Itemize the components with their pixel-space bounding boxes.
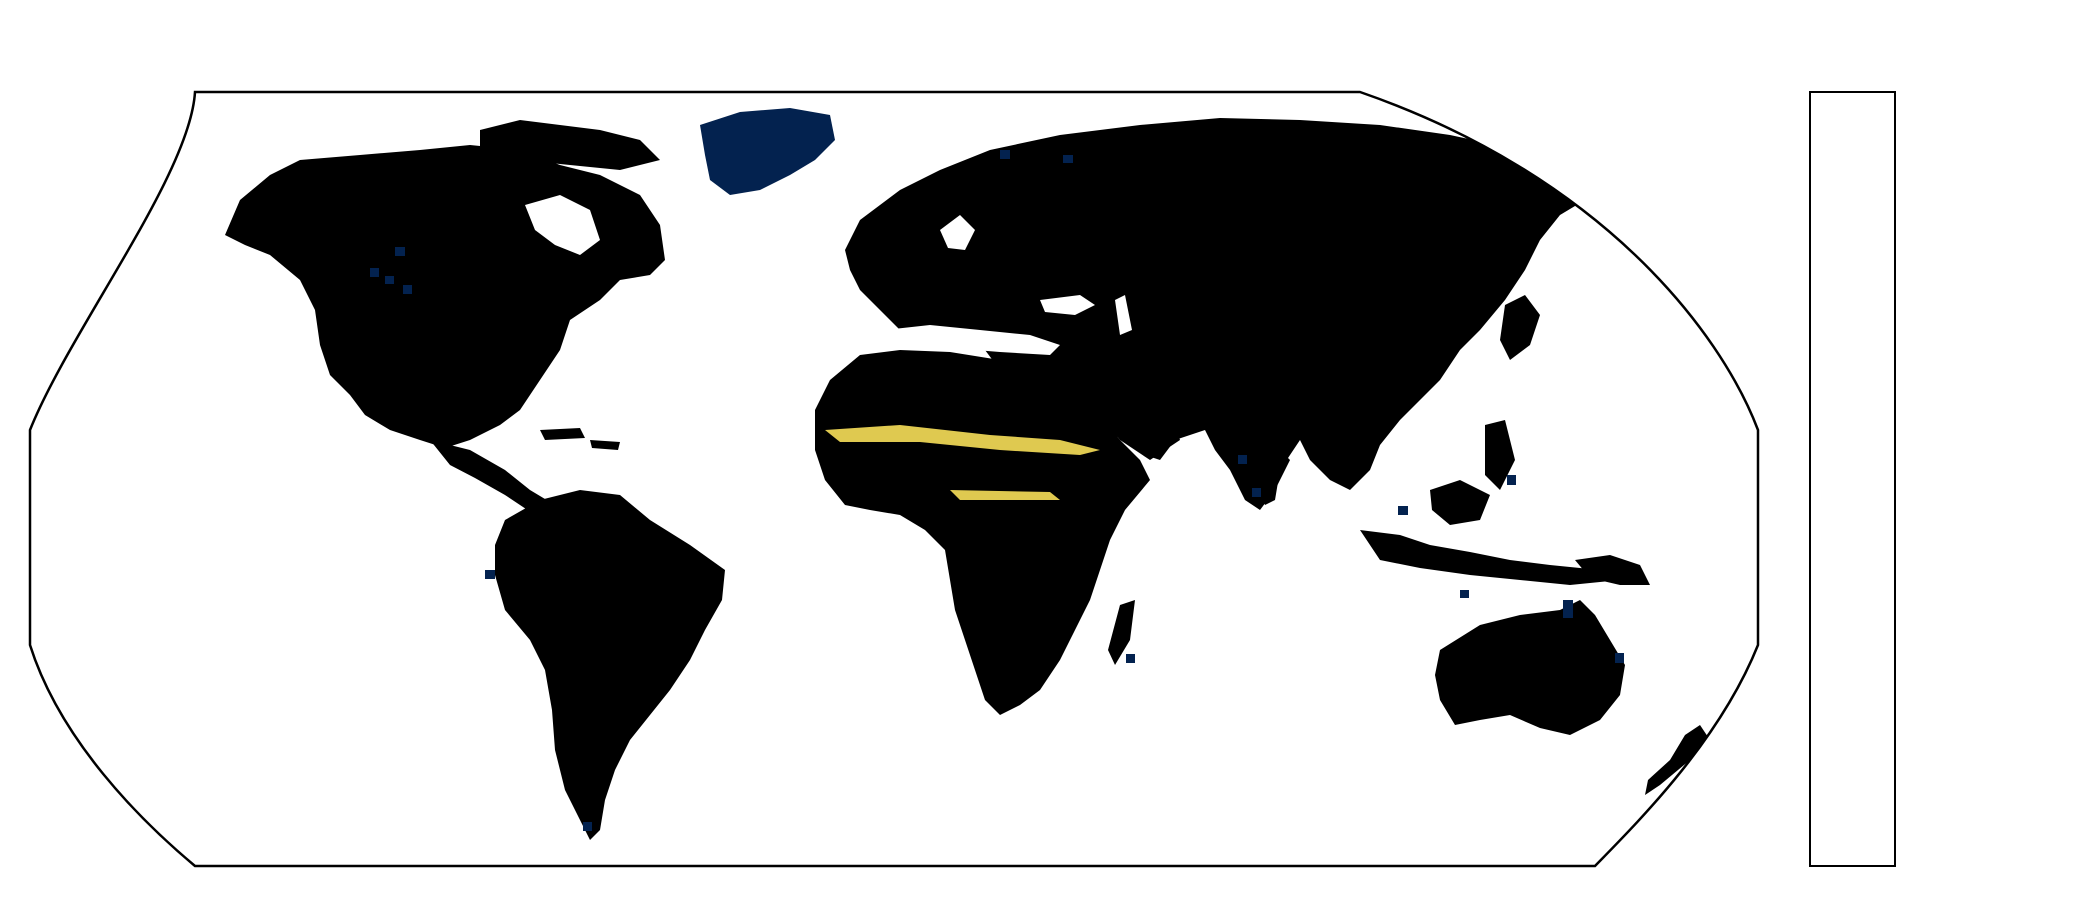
colorbar — [1809, 91, 1896, 867]
map-border — [28, 90, 1760, 868]
black-sea — [1040, 295, 1132, 335]
land-indonesia — [1360, 480, 1620, 585]
baltic-sea — [940, 215, 975, 250]
mediterranean-sea — [885, 325, 1060, 355]
land-eurasia — [845, 118, 1585, 505]
land-philippines — [1485, 420, 1515, 490]
land-new-zealand — [1645, 725, 1710, 795]
land-australia — [1435, 600, 1625, 735]
colorbar-frame — [1809, 91, 1896, 867]
land-india — [1205, 425, 1290, 510]
map-panel — [28, 90, 1760, 868]
hudson-bay — [525, 195, 600, 255]
land-north-america — [225, 145, 665, 448]
land-arabia — [1075, 380, 1180, 460]
high-rank-cells — [370, 150, 1624, 831]
land-south-america — [495, 490, 725, 840]
land-new-guinea — [1575, 555, 1650, 585]
land-caribbean — [540, 428, 620, 450]
land-greenland — [700, 108, 835, 195]
land-layer — [225, 108, 1710, 840]
land-japan — [1500, 295, 1540, 360]
land-sahel-band — [825, 425, 1100, 500]
land-arctic-islands — [480, 120, 660, 170]
land-madagascar — [1108, 600, 1135, 665]
